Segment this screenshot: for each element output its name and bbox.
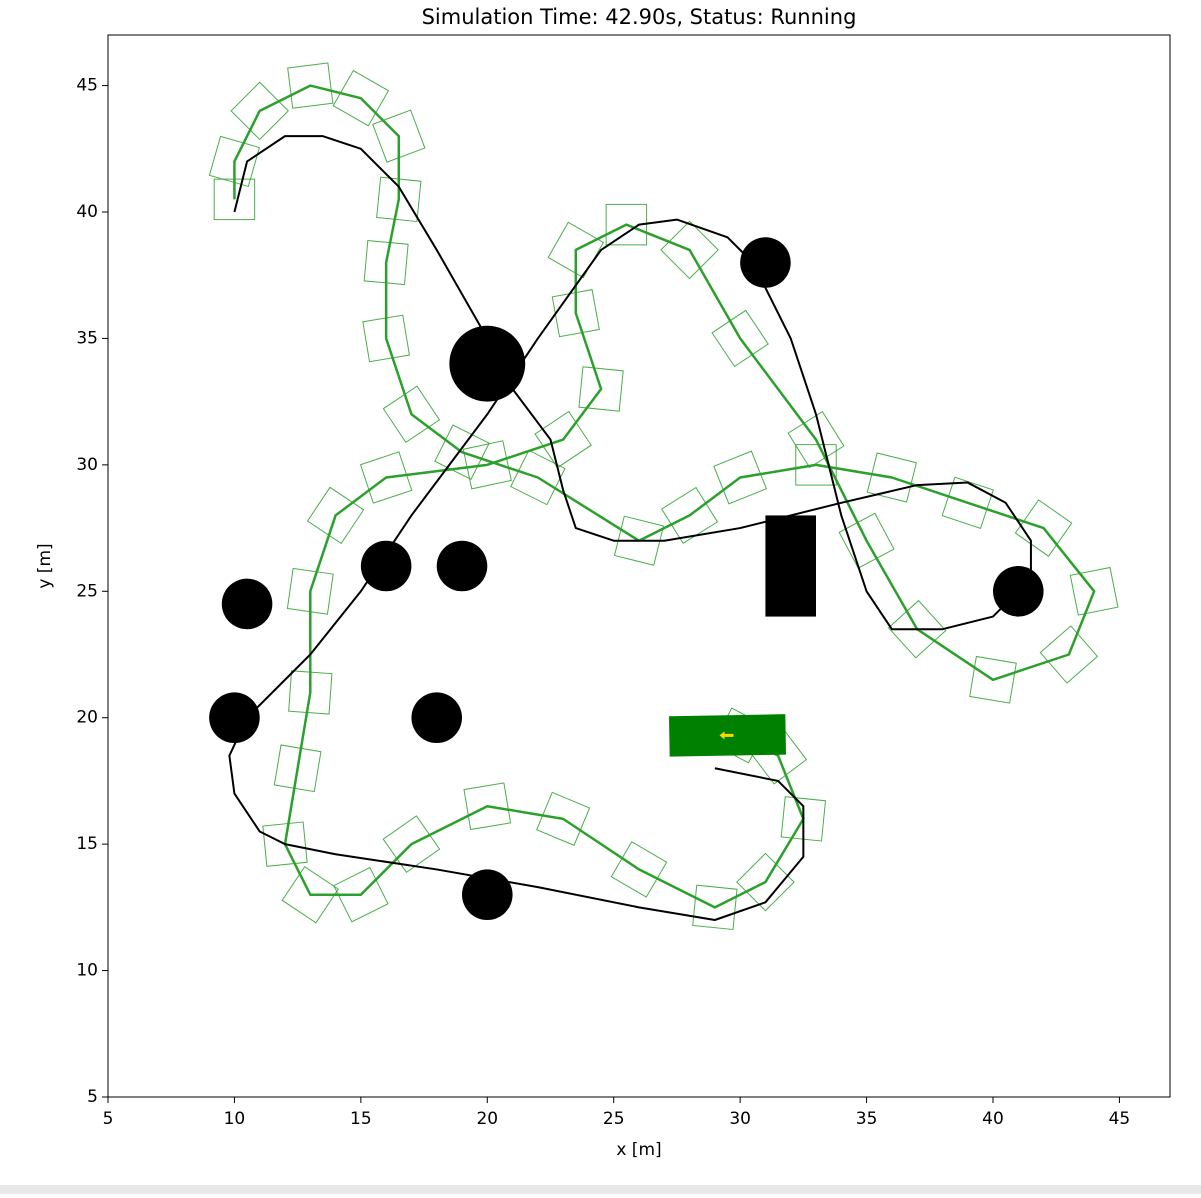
footprint — [230, 81, 290, 141]
axes-frame — [107, 34, 1171, 1098]
obstacle — [209, 692, 260, 743]
x-tick-label: 20 — [476, 1109, 498, 1129]
y-tick-label: 15 — [76, 834, 98, 854]
footprint — [613, 515, 665, 566]
y-axis-label: y [m] — [35, 543, 55, 588]
footprint — [795, 444, 837, 486]
vehicle-heading — [719, 731, 734, 740]
x-tick-label: 15 — [350, 1109, 372, 1129]
y-tick-label: 35 — [76, 328, 98, 348]
footprint — [286, 567, 334, 615]
footprint — [661, 486, 719, 544]
obstacle — [740, 237, 791, 288]
reference-path — [233, 84, 1096, 909]
footprint — [1039, 625, 1099, 684]
x-tick-label: 35 — [856, 1109, 878, 1129]
footprint — [281, 865, 340, 924]
chart-title: Simulation Time: 42.90s, Status: Running — [422, 5, 857, 29]
footprint — [692, 884, 738, 931]
x-tick-label: 25 — [603, 1109, 625, 1129]
footprint — [534, 410, 592, 469]
obstacle — [360, 540, 412, 592]
footprint — [382, 385, 441, 444]
footprint — [551, 289, 600, 338]
footprint — [866, 452, 917, 503]
footprint — [332, 69, 390, 127]
y-tick-label: 30 — [76, 455, 98, 475]
footprint — [780, 796, 827, 842]
footprint — [333, 866, 389, 923]
plot-area — [208, 62, 1119, 931]
footprint — [969, 655, 1017, 704]
footprint — [736, 852, 795, 912]
footprint — [372, 109, 426, 163]
footprint — [713, 450, 768, 505]
footprint — [463, 782, 512, 831]
footprint — [660, 220, 719, 280]
obstacle — [993, 566, 1044, 617]
footprint — [262, 821, 308, 867]
y-tick-label: 5 — [87, 1087, 98, 1107]
footprint — [287, 62, 334, 109]
footprint — [208, 135, 261, 188]
y-tick-label: 10 — [76, 961, 98, 981]
toolbar-strip — [0, 1185, 1201, 1194]
footprint — [1014, 499, 1073, 557]
footprint — [362, 314, 410, 363]
y-tick-label: 20 — [76, 708, 98, 728]
x-tick-label: 5 — [103, 1109, 114, 1129]
footprint — [536, 791, 591, 846]
obstacle — [411, 692, 463, 743]
obstacle — [449, 325, 526, 402]
obstacle-rect — [765, 515, 816, 617]
footprint — [510, 449, 566, 506]
obstacle — [221, 578, 273, 630]
y-tick-label: 40 — [76, 202, 98, 222]
x-tick-label: 10 — [224, 1109, 246, 1129]
footprint — [359, 451, 413, 504]
footprint — [306, 486, 365, 545]
x-axis-label: x [m] — [616, 1140, 661, 1160]
footprint — [462, 440, 512, 490]
x-tick-label: 30 — [729, 1109, 751, 1129]
y-tick-label: 25 — [76, 581, 98, 601]
driven-path — [228, 135, 1032, 921]
obstacle — [462, 869, 513, 920]
obstacle — [436, 540, 488, 592]
footprint — [288, 670, 333, 715]
x-tick-label: 45 — [1109, 1109, 1131, 1129]
x-tick-label: 40 — [982, 1109, 1004, 1129]
footprint — [605, 203, 648, 246]
footprint — [363, 240, 409, 286]
footprint — [578, 366, 624, 412]
footprint — [382, 815, 441, 874]
y-tick-label: 45 — [76, 76, 98, 96]
footprint — [1069, 566, 1119, 616]
footprint — [887, 599, 947, 659]
footprint — [376, 176, 422, 223]
